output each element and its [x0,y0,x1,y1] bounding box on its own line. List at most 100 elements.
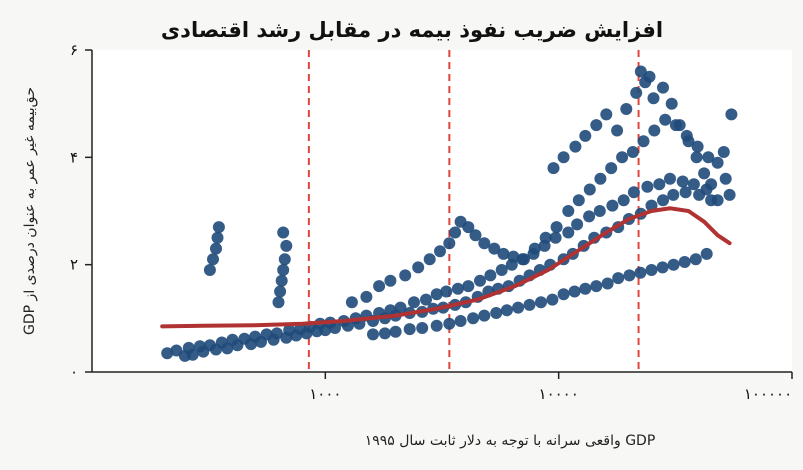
scatter-point [449,226,462,239]
scatter-point [657,81,669,94]
scatter-point [467,312,480,325]
scatter-point [507,250,520,263]
scatter-point [267,333,280,346]
scatter-point [280,239,293,252]
scatter-point [550,221,563,234]
scatter-point [277,264,290,276]
scatter-point [484,269,497,282]
scatter-point [443,237,456,250]
scatter-point [616,151,629,164]
scatter-point [255,335,267,348]
scatter-point [593,205,606,217]
trend-line [160,206,732,329]
scatter-point [523,298,536,311]
scatter-point [535,296,547,309]
scatter-point [723,188,736,201]
scatter-point [647,92,660,105]
scatter-point [653,178,666,191]
scatter-point [698,167,711,180]
scatter-point [275,274,288,287]
scatter-point [617,194,630,207]
scatter-point [416,322,429,334]
scatter-point [210,343,222,356]
scatter-point [623,269,636,282]
scatter-point [664,172,676,185]
scatter-point [579,129,592,142]
scatter-point [630,86,643,99]
scatter-point [408,296,420,309]
y-tick-label: ۶ [70,41,78,59]
scatter-point [462,280,475,293]
scatter-point [583,183,596,196]
scatter-point [568,285,581,298]
scatter-point [490,307,503,319]
scatter-point [583,210,596,223]
scatter-point [665,97,678,110]
y-axis-label: حق‌بیمه غیر عمر به عنوان درصدی از GDP [22,87,38,335]
scatter-point [682,135,695,148]
scatter-point [384,274,397,287]
scatter-point [161,347,174,360]
scatter-point [571,218,584,231]
scatter-point [277,226,290,239]
scatter-point [434,245,446,258]
scatter-point [451,282,464,295]
scatter-point [605,162,618,175]
scatter-point [488,242,501,255]
scatter-point [221,342,234,355]
scatter-point [211,231,224,244]
scatter-point [549,231,562,244]
scatter-point [594,172,607,185]
scatter-point [245,338,257,351]
scatter-point [443,317,456,330]
scatter-point [420,293,432,306]
y-tick-label: ۴ [70,148,78,166]
scatter-point [643,70,656,83]
scatter-point [637,135,650,148]
scatter-point [278,253,291,266]
scatter-point [719,172,732,185]
scatter-point [389,325,402,338]
scatter-point [546,293,559,306]
scatter-point [231,339,244,352]
scatter-point [569,140,582,153]
scatter-point [210,242,222,255]
scatter-point [612,272,625,285]
scatter-point [547,162,560,175]
scatter-point [641,180,654,193]
x-ticks: ۱۰۰۰ ۱۰۰۰۰ ۱۰۰۰۰۰ [309,372,793,403]
scatter-point [462,221,475,234]
scatter-point [290,329,303,342]
scatter-point [203,264,216,276]
scatter-point [272,296,285,309]
scatter-point [207,253,219,266]
scatter-point [373,280,386,293]
scatter-point [212,221,225,234]
scatter-point [430,288,443,301]
scatter-point [539,231,552,244]
scatter-point [657,194,669,207]
x-tick-label: ۱۰۰۰ [309,385,341,403]
scatter-point [656,261,669,274]
scatter-point [512,301,525,314]
scatter-point [280,331,293,344]
scatter-point [186,348,199,361]
scatter-point [399,269,412,282]
scatter-point [689,253,702,266]
scatter-point [329,322,341,334]
scatter-point [673,119,686,132]
scatter-point [378,327,391,340]
scatter-point [478,309,491,322]
scatter-point [518,253,530,266]
y-tick-label: ۲ [70,256,78,274]
chart-title: افزایش ضریب نفوذ بیمه در مقابل رشد اقتصا… [161,18,663,42]
scatter-point [700,247,713,260]
scatter-point [705,178,718,191]
scatter-point [679,186,692,199]
x-tick-label: ۱۰۰۰۰۰ [744,385,792,403]
scatter-point [403,323,416,336]
scatter-point [367,328,379,341]
scatter-point [590,280,603,293]
scatter-point [497,247,510,260]
